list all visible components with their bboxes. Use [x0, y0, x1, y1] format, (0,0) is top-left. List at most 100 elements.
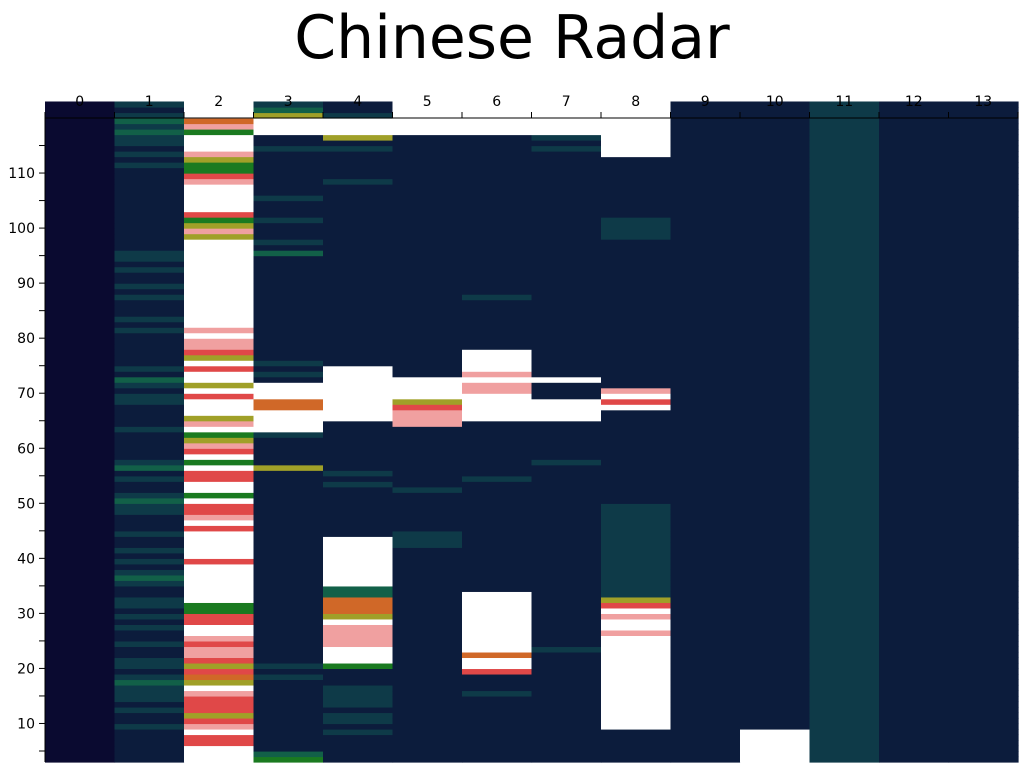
- heatmap-cell: [879, 426, 950, 433]
- heatmap-cell: [114, 123, 185, 130]
- heatmap-cell: [740, 657, 811, 664]
- heatmap-cell: [323, 140, 394, 147]
- heatmap-cell: [601, 481, 672, 488]
- heatmap-cell: [740, 387, 811, 394]
- heatmap-cell: [114, 552, 185, 559]
- heatmap-cell: [253, 321, 324, 328]
- x-tick-label: 12: [905, 94, 923, 110]
- heatmap-cell: [948, 415, 1019, 422]
- heatmap-cell: [462, 222, 533, 229]
- heatmap-cell: [740, 184, 811, 191]
- heatmap-cell: [948, 756, 1019, 763]
- heatmap-cell: [253, 106, 324, 114]
- heatmap-cell: [948, 382, 1019, 389]
- heatmap-cell: [45, 624, 116, 631]
- heatmap-cell: [670, 167, 741, 174]
- heatmap-cell: [323, 420, 394, 427]
- heatmap-cell: [601, 140, 672, 147]
- heatmap-cell: [392, 178, 463, 185]
- heatmap-cell: [462, 503, 533, 510]
- y-tick-label: 110: [8, 166, 35, 182]
- heatmap-cell: [45, 563, 116, 570]
- heatmap-cell: [323, 360, 394, 367]
- heatmap-cell: [740, 233, 811, 240]
- heatmap-cell: [45, 651, 116, 659]
- heatmap-cell: [323, 365, 394, 372]
- heatmap-cell: [601, 508, 672, 515]
- heatmap-cell: [879, 294, 950, 301]
- heatmap-cell: [184, 272, 255, 279]
- heatmap-cell: [253, 519, 324, 526]
- heatmap-cell: [253, 547, 324, 554]
- heatmap-cell: [879, 288, 950, 295]
- heatmap-cell: [948, 563, 1019, 570]
- heatmap-cell: [184, 244, 255, 251]
- heatmap-cell: [670, 118, 741, 125]
- heatmap-cell: [462, 266, 533, 273]
- heatmap-cell: [323, 387, 394, 394]
- heatmap-cell: [879, 404, 950, 411]
- heatmap-cell: [740, 288, 811, 295]
- heatmap-cell: [740, 195, 811, 202]
- heatmap-cell: [740, 591, 811, 598]
- heatmap-cell: [114, 250, 185, 257]
- heatmap-cell: [184, 618, 255, 625]
- heatmap-cell: [948, 398, 1019, 405]
- heatmap-cell: [601, 734, 672, 741]
- heatmap-cell: [948, 464, 1019, 471]
- heatmap-cell: [114, 563, 185, 570]
- heatmap-cell: [531, 657, 602, 664]
- heatmap-cell: [670, 382, 741, 389]
- heatmap-cell: [948, 316, 1019, 323]
- heatmap-cell: [114, 492, 185, 499]
- heatmap-cell: [184, 635, 255, 642]
- heatmap-cell: [948, 118, 1019, 125]
- heatmap-cell: [879, 558, 950, 565]
- heatmap-cell: [114, 503, 185, 510]
- heatmap-cell: [462, 635, 533, 642]
- heatmap-cell: [45, 404, 116, 411]
- heatmap-cell: [184, 552, 255, 559]
- heatmap-cell: [531, 519, 602, 526]
- heatmap-cell: [948, 448, 1019, 455]
- heatmap-cell: [253, 250, 324, 257]
- heatmap-cell: [45, 442, 116, 449]
- heatmap-cell: [253, 464, 324, 471]
- heatmap-cell: [114, 349, 185, 356]
- heatmap-cell: [670, 519, 741, 526]
- heatmap-cell: [879, 618, 950, 625]
- heatmap-cell: [114, 448, 185, 455]
- heatmap-cell: [114, 629, 185, 636]
- heatmap-cell: [184, 750, 255, 758]
- heatmap-cell: [462, 750, 533, 758]
- heatmap-cell: [948, 602, 1019, 609]
- heatmap-cell: [184, 695, 255, 703]
- heatmap-cell: [114, 486, 185, 493]
- y-tick-label: 40: [17, 551, 35, 567]
- heatmap-cell: [531, 602, 602, 609]
- heatmap-cell: [879, 376, 950, 383]
- heatmap-cell: [531, 569, 602, 576]
- heatmap-cell: [392, 618, 463, 625]
- heatmap-cell: [948, 211, 1019, 218]
- heatmap-cell: [184, 497, 255, 504]
- heatmap-cell: [462, 585, 533, 592]
- heatmap-cell: [601, 365, 672, 372]
- heatmap-cell: [323, 437, 394, 444]
- heatmap-cell: [601, 360, 672, 367]
- heatmap-cell: [114, 596, 185, 603]
- heatmap-cell: [45, 657, 116, 664]
- heatmap-cell: [531, 618, 602, 625]
- heatmap-cell: [948, 459, 1019, 466]
- heatmap-cell: [253, 239, 324, 246]
- heatmap-cell: [809, 750, 880, 758]
- heatmap-cell: [323, 739, 394, 747]
- heatmap-cell: [392, 481, 463, 488]
- heatmap-cell: [948, 530, 1019, 537]
- heatmap-cell: [531, 728, 602, 736]
- heatmap-cell: [253, 701, 324, 708]
- heatmap-cell: [253, 189, 324, 196]
- heatmap-cell: [114, 497, 185, 504]
- heatmap-cell: [392, 734, 463, 741]
